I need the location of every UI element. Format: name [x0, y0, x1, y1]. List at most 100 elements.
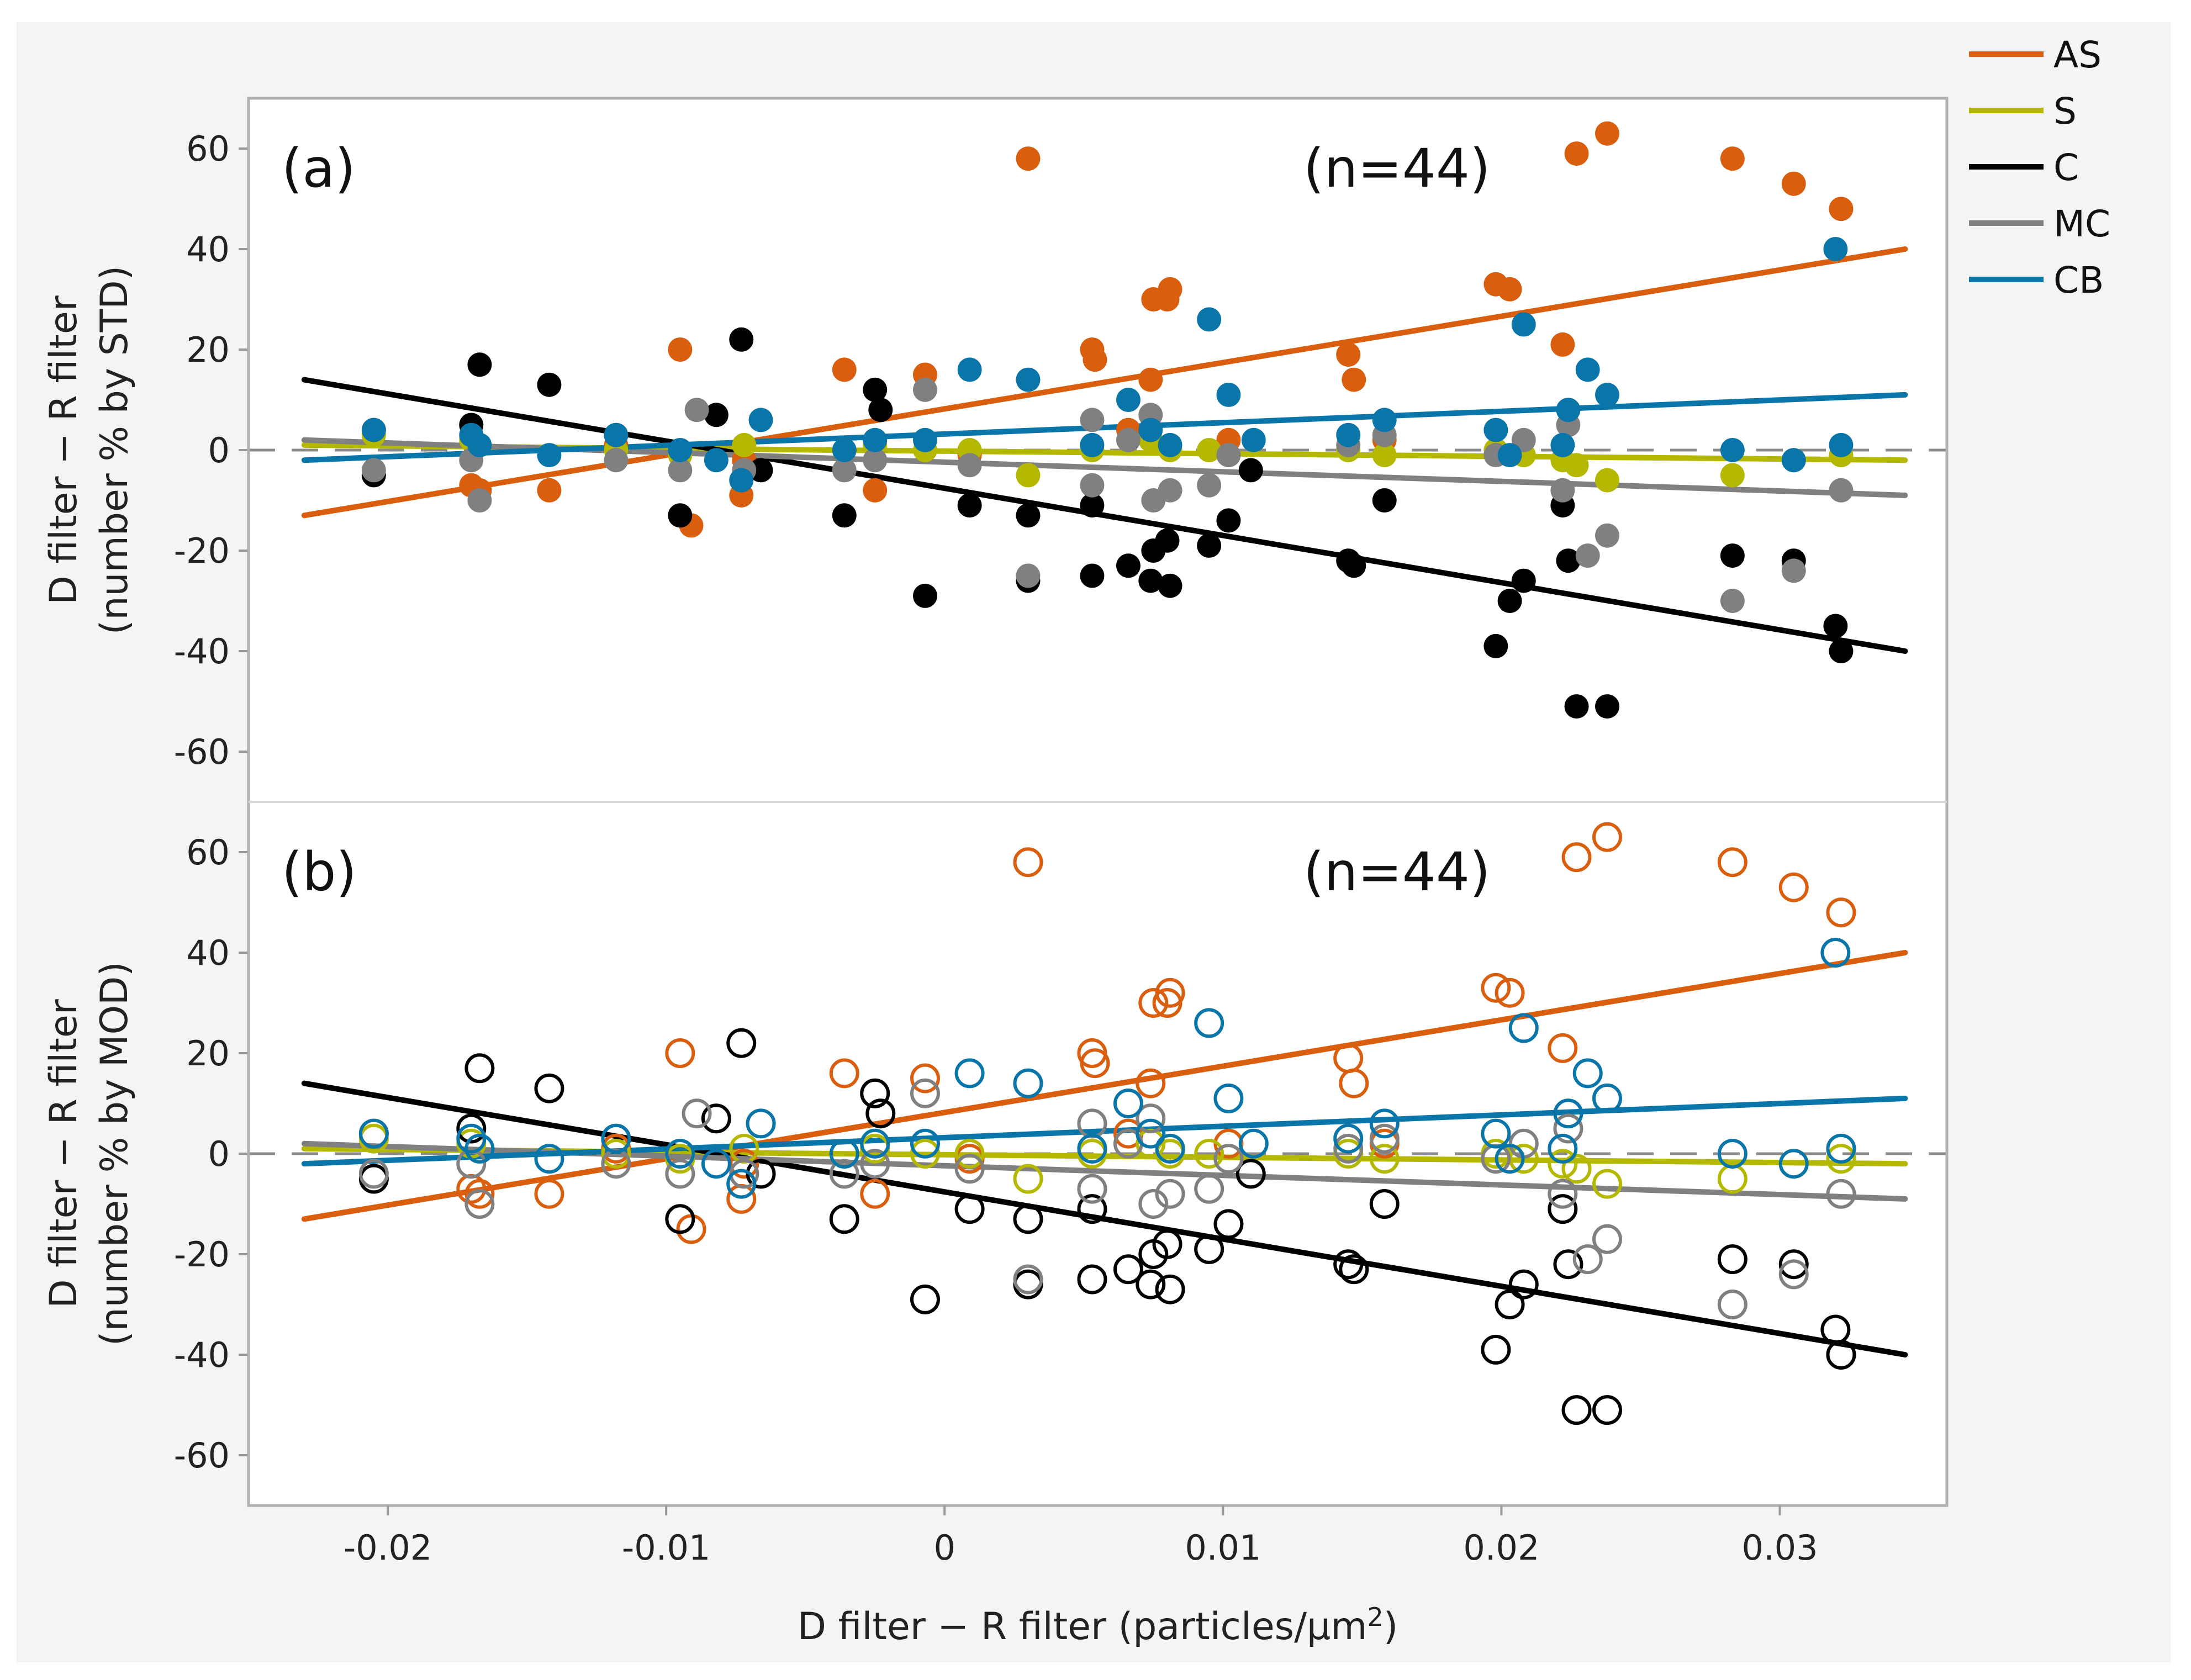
point-cb [1717, 1139, 1747, 1169]
y-tick-label: -20 [174, 1234, 230, 1275]
y-tick-label: 60 [186, 832, 230, 873]
y-tick-label: -20 [174, 531, 230, 571]
point-cb [361, 418, 386, 442]
point-c [1213, 1209, 1244, 1239]
point-c [1548, 1194, 1578, 1224]
point-as [1781, 171, 1806, 196]
point-cb [1138, 418, 1163, 442]
point-cb [1216, 382, 1241, 407]
point-mc [358, 1159, 389, 1189]
x-tick-label: -0.01 [622, 1528, 710, 1568]
point-cb [1548, 1133, 1578, 1164]
point-c [1136, 1269, 1166, 1299]
point-cb [668, 438, 693, 462]
point-s [910, 1139, 940, 1169]
point-as [1595, 121, 1619, 146]
x-axis-title-close: ) [1384, 1605, 1398, 1649]
point-cb [1483, 418, 1508, 442]
sample-count-b: (n=44) [1303, 841, 1490, 903]
point-s [1720, 463, 1745, 488]
point-c [1369, 1189, 1400, 1219]
point-mc [1158, 478, 1182, 503]
point-c [1564, 694, 1589, 719]
point-c [910, 1284, 940, 1314]
series-c [361, 327, 1854, 719]
point-c [464, 1053, 495, 1084]
sample-count-a: (n=44) [1303, 138, 1490, 199]
point-cb [665, 1139, 695, 1169]
point-cb [1481, 1118, 1511, 1149]
point-c [1155, 1274, 1185, 1304]
point-mc [1781, 558, 1806, 583]
point-mc [668, 458, 693, 483]
point-mc [1717, 1290, 1747, 1319]
point-c [1495, 1290, 1525, 1319]
point-s [1561, 1154, 1592, 1184]
points-a [361, 121, 1854, 719]
point-cb [534, 1144, 564, 1174]
point-c [1823, 614, 1848, 638]
fit-line-c [301, 1080, 1908, 1357]
point-as [1080, 1048, 1110, 1079]
point-as [1138, 988, 1169, 1018]
legend: AS SC MC CB [1969, 34, 2110, 302]
fit-line-c [301, 377, 1908, 654]
panel-label-a: (a) [282, 138, 356, 199]
point-cb [1592, 1083, 1622, 1113]
point-c [1236, 1159, 1266, 1189]
y-tick-label: 60 [186, 129, 230, 169]
point-s [1548, 1149, 1578, 1179]
point-mc [464, 1189, 495, 1219]
x-tick-label: 0.02 [1463, 1528, 1539, 1568]
y-axis-title-b-line2: (number % by MOD) [93, 961, 136, 1346]
point-c [1497, 589, 1522, 613]
point-c [1077, 1264, 1107, 1295]
point-cb [1550, 432, 1575, 457]
point-cb [1720, 438, 1745, 462]
point-s [1372, 443, 1397, 468]
x-tick-label: -0.02 [344, 1528, 432, 1568]
x-tick-label: 0.01 [1185, 1528, 1261, 1568]
point-c [860, 1078, 890, 1108]
point-as [1548, 1033, 1578, 1063]
point-c [1778, 1249, 1809, 1280]
point-c [1016, 503, 1041, 528]
point-mc [832, 458, 857, 483]
y-ticks-a: 60 40 20 0 -20 -40 -60 [174, 129, 249, 772]
legend-item-mc: MC [1969, 203, 2110, 245]
panel-label-b: (b) [282, 841, 357, 903]
point-as [534, 1179, 564, 1209]
point-c [1238, 458, 1263, 483]
series-cb [358, 938, 1856, 1199]
point-mc [1080, 408, 1105, 432]
point-mc [954, 1154, 985, 1184]
point-c [1339, 1254, 1369, 1285]
point-cb [1197, 307, 1222, 332]
point-mc [912, 377, 937, 402]
x-tick-label: 0.03 [1742, 1528, 1818, 1568]
y-ticks-b: 60 40 20 0 -20 -40 -60 [174, 832, 249, 1476]
point-c [1155, 528, 1180, 553]
point-c [1561, 1395, 1592, 1425]
point-cb [1511, 312, 1536, 337]
point-c [1152, 1229, 1182, 1259]
y-axis-title-a-line1: D filter − R filter [42, 295, 86, 604]
point-cb [1080, 432, 1105, 457]
point-cb [537, 443, 562, 468]
point-as [910, 1063, 940, 1093]
point-mc [1116, 427, 1141, 452]
point-as [1826, 897, 1856, 928]
point-c [467, 352, 492, 377]
point-mc [1778, 1259, 1809, 1290]
point-c [957, 493, 982, 518]
point-mc [1829, 478, 1854, 503]
point-c [1826, 1340, 1856, 1370]
y-tick-label: -40 [174, 631, 230, 672]
point-mc [1138, 1189, 1169, 1219]
point-mc [1194, 1174, 1224, 1204]
point-as [863, 478, 888, 503]
point-as [1564, 141, 1589, 166]
x-axis-title-main: D filter − R filter (particles/μm [798, 1605, 1368, 1649]
point-cb [910, 1128, 940, 1159]
point-mc [863, 448, 888, 473]
